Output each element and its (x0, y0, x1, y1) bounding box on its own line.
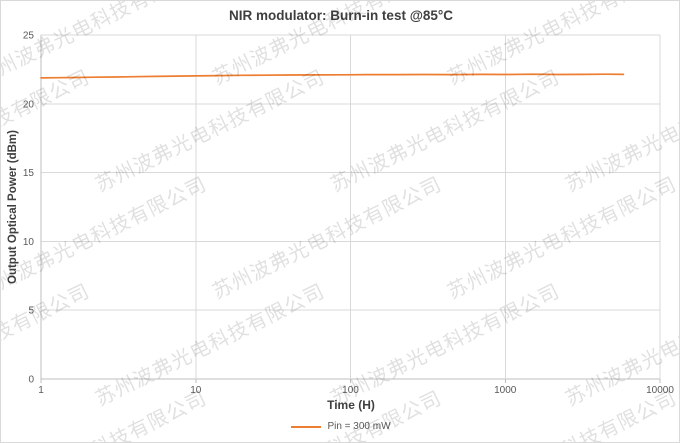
y-tick-label: 10 (23, 237, 35, 248)
legend-line-swatch (291, 425, 322, 428)
legend: Pin = 300 mW (1, 421, 679, 432)
x-tick-label: 100 (342, 385, 359, 396)
legend-label: Pin = 300 mW (327, 421, 391, 432)
x-axis-title: Time (H) (327, 398, 375, 412)
y-tick-label: 15 (23, 168, 35, 179)
y-tick-label: 25 (23, 31, 35, 42)
x-tick-label: 1 (38, 385, 44, 396)
y-axis-title: Output Optical Power (dBm) (7, 130, 19, 284)
y-tick-label: 20 (23, 99, 35, 110)
x-tick-label: 10000 (646, 385, 674, 396)
x-tick-label: 10 (190, 385, 202, 396)
series-line (40, 73, 625, 79)
y-tick-label: 0 (28, 375, 34, 386)
y-tick-label: 5 (28, 306, 34, 317)
chart-title: NIR modulator: Burn-in test @85°C (228, 8, 454, 23)
x-tick-label: 1000 (494, 385, 517, 396)
